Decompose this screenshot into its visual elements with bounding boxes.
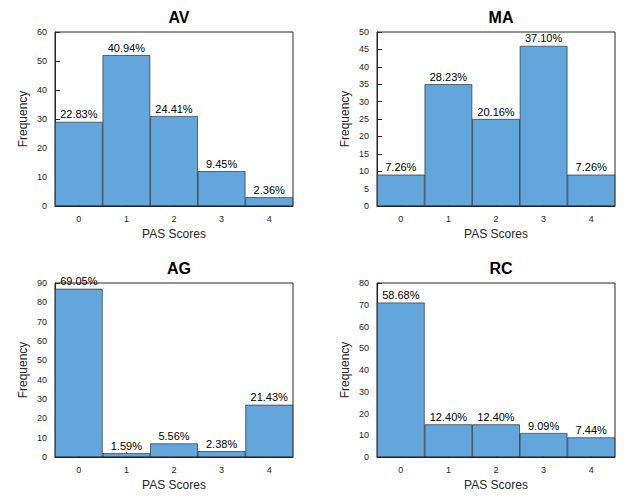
svg-text:1: 1 (446, 465, 451, 475)
svg-text:5: 5 (364, 184, 369, 194)
svg-text:60: 60 (37, 27, 47, 37)
svg-text:1.59%: 1.59% (111, 440, 142, 452)
svg-text:7.26%: 7.26% (385, 161, 416, 173)
svg-text:2.38%: 2.38% (206, 438, 237, 450)
svg-text:0: 0 (76, 465, 81, 475)
svg-text:40: 40 (37, 85, 47, 95)
svg-text:Frequency: Frequency (16, 91, 30, 148)
svg-text:10: 10 (359, 430, 369, 440)
svg-text:30: 30 (359, 97, 369, 107)
svg-text:Frequency: Frequency (338, 342, 352, 399)
svg-text:58.68%: 58.68% (382, 289, 420, 301)
svg-text:0: 0 (398, 465, 403, 475)
svg-text:80: 80 (37, 297, 47, 307)
svg-text:20: 20 (359, 409, 369, 419)
svg-text:3: 3 (219, 214, 224, 224)
svg-text:80: 80 (359, 278, 369, 288)
svg-text:RC: RC (489, 260, 513, 277)
svg-text:90: 90 (37, 278, 47, 288)
svg-text:22.83%: 22.83% (60, 108, 98, 120)
svg-text:0: 0 (76, 214, 81, 224)
svg-text:9.09%: 9.09% (528, 420, 559, 432)
svg-text:PAS Scores: PAS Scores (142, 478, 206, 492)
svg-text:30: 30 (359, 387, 369, 397)
svg-text:2: 2 (171, 465, 176, 475)
svg-text:PAS Scores: PAS Scores (464, 227, 528, 241)
svg-text:PAS Scores: PAS Scores (464, 478, 528, 492)
svg-text:1: 1 (446, 214, 451, 224)
svg-text:3: 3 (541, 214, 546, 224)
svg-text:7.26%: 7.26% (576, 161, 607, 173)
svg-text:4: 4 (589, 214, 594, 224)
svg-text:30: 30 (37, 114, 47, 124)
svg-text:50: 50 (359, 343, 369, 353)
svg-text:2.36%: 2.36% (254, 184, 285, 196)
svg-text:40: 40 (37, 375, 47, 385)
svg-text:50: 50 (37, 355, 47, 365)
svg-text:4: 4 (589, 465, 594, 475)
svg-text:PAS Scores: PAS Scores (142, 227, 206, 241)
svg-text:28.23%: 28.23% (430, 71, 468, 83)
svg-text:21.43%: 21.43% (251, 391, 289, 403)
svg-text:2: 2 (171, 214, 176, 224)
svg-text:1: 1 (124, 214, 129, 224)
svg-text:0: 0 (364, 452, 369, 462)
svg-text:60: 60 (359, 322, 369, 332)
svg-text:50: 50 (37, 56, 47, 66)
svg-text:40: 40 (359, 365, 369, 375)
svg-text:10: 10 (37, 172, 47, 182)
svg-text:70: 70 (359, 300, 369, 310)
svg-text:20: 20 (37, 413, 47, 423)
svg-text:5.56%: 5.56% (158, 430, 189, 442)
svg-text:69.05%: 69.05% (60, 275, 98, 287)
svg-text:20: 20 (37, 143, 47, 153)
svg-text:24.41%: 24.41% (155, 103, 193, 115)
svg-text:20: 20 (359, 131, 369, 141)
svg-text:12.40%: 12.40% (430, 411, 468, 423)
svg-text:AG: AG (167, 260, 191, 277)
svg-text:40.94%: 40.94% (108, 42, 146, 54)
svg-text:15: 15 (359, 149, 369, 159)
svg-text:2: 2 (493, 214, 498, 224)
svg-text:4: 4 (267, 214, 272, 224)
svg-text:0: 0 (42, 452, 47, 462)
svg-text:9.45%: 9.45% (206, 158, 237, 170)
svg-text:3: 3 (541, 465, 546, 475)
svg-text:1: 1 (124, 465, 129, 475)
svg-text:7.44%: 7.44% (576, 424, 607, 436)
svg-text:35: 35 (359, 79, 369, 89)
svg-text:0: 0 (42, 201, 47, 211)
svg-text:2: 2 (493, 465, 498, 475)
svg-text:70: 70 (37, 317, 47, 327)
svg-text:30: 30 (37, 394, 47, 404)
svg-text:10: 10 (359, 166, 369, 176)
svg-text:45: 45 (359, 44, 369, 54)
svg-text:Frequency: Frequency (16, 342, 30, 399)
svg-text:20.16%: 20.16% (477, 106, 515, 118)
svg-text:0: 0 (398, 214, 403, 224)
svg-text:60: 60 (37, 336, 47, 346)
svg-text:MA: MA (489, 9, 514, 26)
svg-text:37.10%: 37.10% (525, 32, 563, 44)
svg-text:10: 10 (37, 433, 47, 443)
svg-text:3: 3 (219, 465, 224, 475)
svg-text:25: 25 (359, 114, 369, 124)
svg-text:Frequency: Frequency (338, 91, 352, 148)
svg-text:0: 0 (364, 201, 369, 211)
svg-text:50: 50 (359, 27, 369, 37)
svg-text:4: 4 (267, 465, 272, 475)
svg-text:40: 40 (359, 62, 369, 72)
svg-text:12.40%: 12.40% (477, 411, 515, 423)
svg-text:AV: AV (168, 9, 189, 26)
